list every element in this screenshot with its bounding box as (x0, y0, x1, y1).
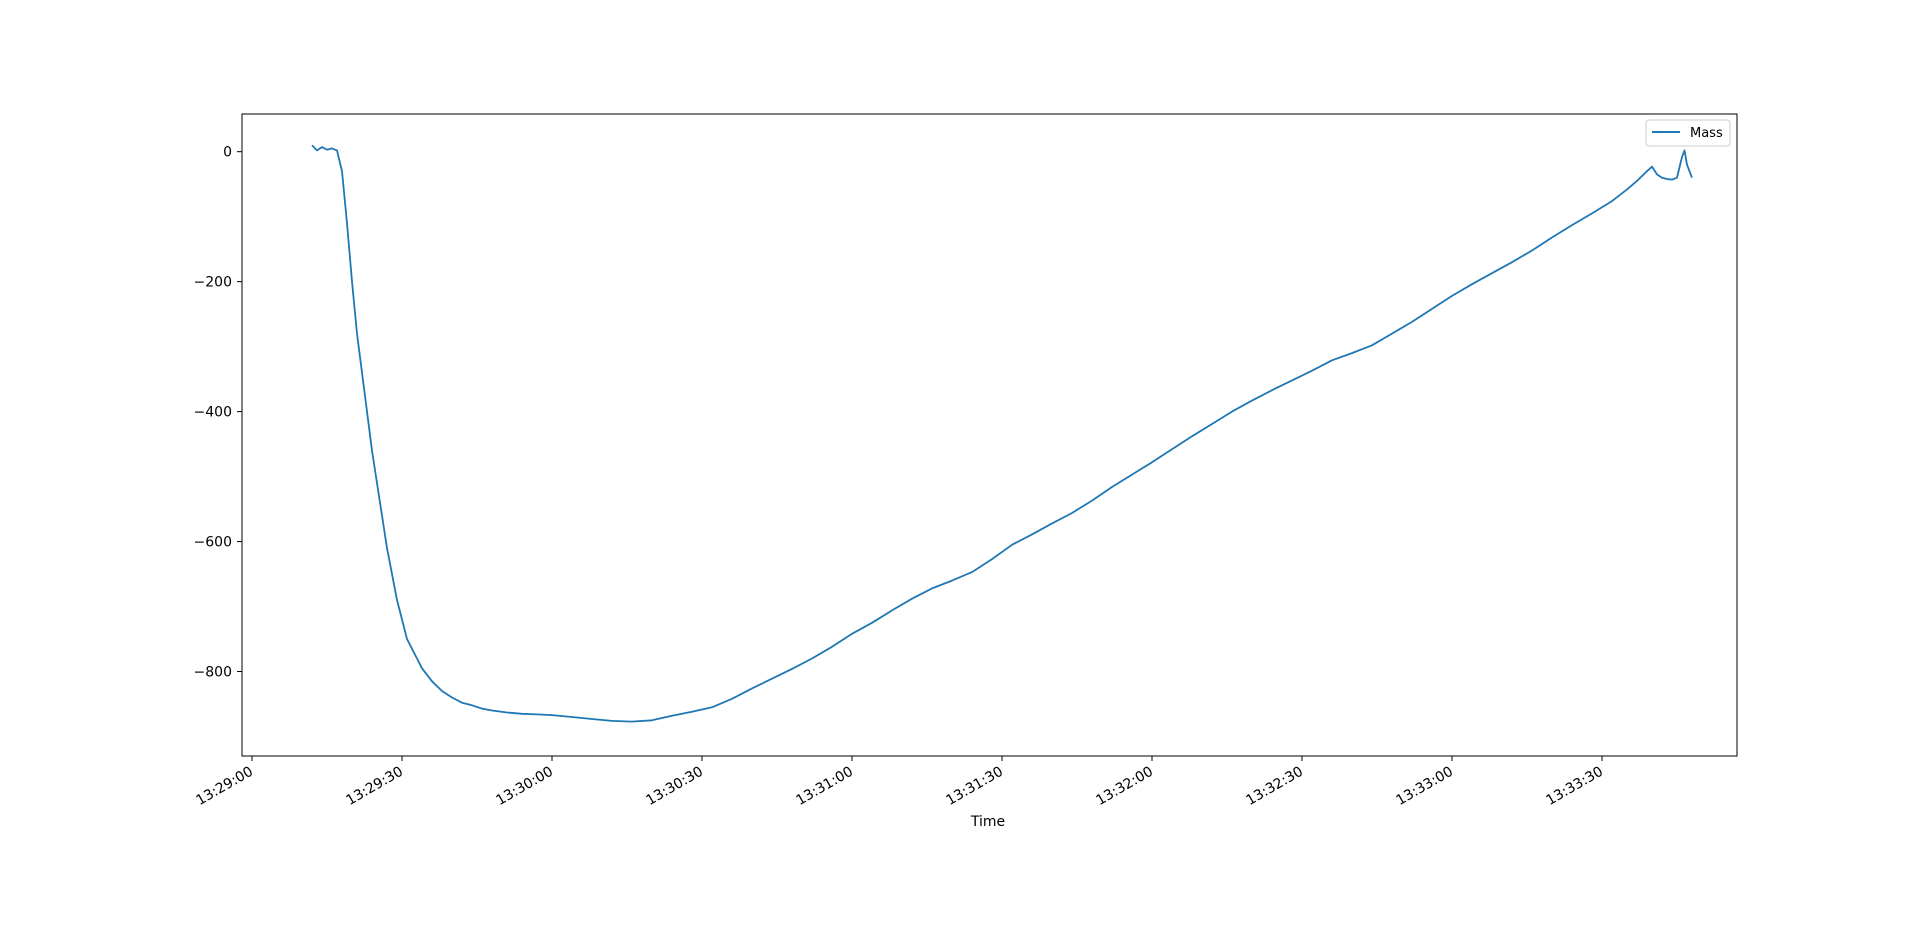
legend-label: Mass (1690, 126, 1723, 141)
y-tick-label: −200 (194, 275, 232, 291)
y-tick-label: −800 (194, 665, 232, 681)
x-tick-label: 13:31:00 (794, 764, 856, 809)
legend-box (1645, 119, 1731, 147)
x-axis: 13:29:00 13:29:30 13:30:00 13:30:30 13:31:00… (194, 756, 1606, 809)
y-tick-label: −400 (194, 405, 232, 421)
x-tick-label: 13:29:30 (344, 764, 406, 809)
legend: Mass (1645, 119, 1731, 147)
x-tick-label: 13:30:30 (644, 764, 706, 809)
x-tick-label: 13:32:30 (1244, 764, 1306, 809)
plot-area (241, 113, 1738, 757)
x-tick-label: 13:32:00 (1094, 764, 1156, 809)
x-tick-label: 13:29:00 (194, 764, 256, 809)
x-tick-label: 13:33:00 (1394, 764, 1456, 809)
x-tick-label: 13:33:30 (1544, 764, 1606, 809)
y-tick-label: 0 (223, 145, 232, 161)
x-axis-label: Time (970, 814, 1005, 830)
x-tick-label: 13:31:30 (944, 764, 1006, 809)
plot-frame (241, 113, 1738, 757)
x-tick-label: 13:30:00 (494, 764, 556, 809)
y-tick-label: −600 (194, 535, 232, 551)
y-axis: 0 −200 −400 −600 −800 (194, 145, 242, 681)
series-line-0 (311, 144, 1693, 723)
